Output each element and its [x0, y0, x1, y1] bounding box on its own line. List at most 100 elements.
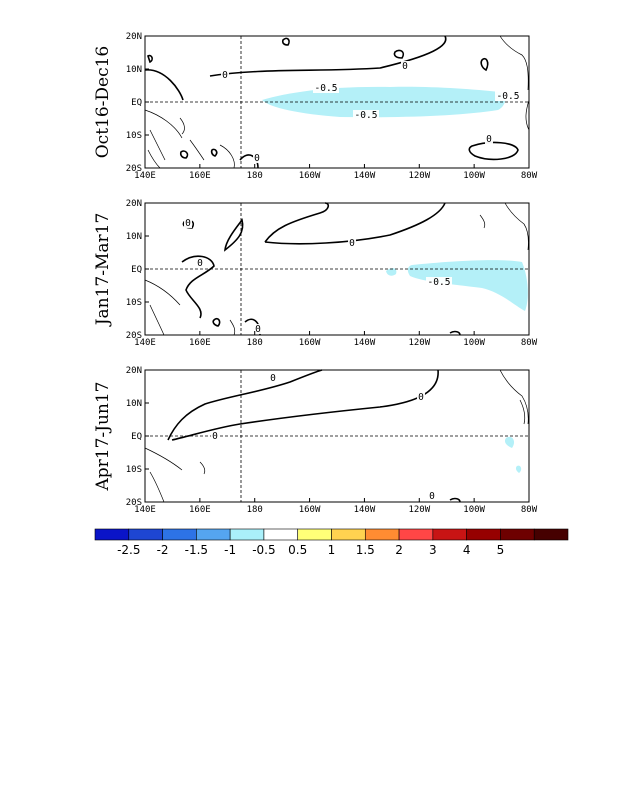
x-tick-label: 80W	[521, 338, 538, 348]
x-tick-label: 120W	[408, 171, 430, 181]
coastline	[504, 202, 529, 251]
contour-label-bg	[401, 61, 409, 71]
contour-label-bg	[428, 491, 436, 501]
coastline	[144, 279, 181, 306]
y-tick-label: 20S	[126, 331, 142, 341]
coastline	[499, 35, 529, 91]
y-tick-label: 10S	[126, 298, 142, 308]
contour-label: 0	[254, 153, 260, 164]
colorbar-box	[500, 528, 535, 541]
colorbar-label: -1.5	[185, 543, 208, 557]
contour-label: 0	[418, 392, 424, 403]
x-tick-label: 160W	[299, 171, 321, 181]
y-tick-label: 20N	[126, 366, 142, 376]
coastline	[229, 319, 236, 336]
y-tick-label: 20S	[126, 498, 142, 508]
coastline	[144, 109, 183, 139]
coastline	[149, 129, 166, 161]
colorbar-box	[466, 528, 501, 541]
x-tick-label: 160W	[299, 505, 321, 515]
contour-label: 0	[429, 491, 435, 502]
x-tick-label: 140W	[354, 505, 376, 515]
contour-label: 0	[222, 70, 228, 81]
colorbar-label: 3	[429, 543, 437, 557]
colorbar-box	[364, 528, 400, 541]
colorbar-box	[229, 528, 265, 541]
x-tick-label: 80W	[521, 171, 538, 181]
zero-contour	[393, 49, 405, 59]
zero-contour	[210, 148, 218, 157]
contour-label: 0	[402, 61, 408, 72]
contour-label-bg	[254, 324, 262, 334]
x-tick-label: 120W	[408, 338, 430, 348]
contour-label-bg	[253, 153, 261, 163]
y-tick-label: EQ	[131, 98, 142, 108]
panel-label: Oct16-Dec16	[93, 46, 113, 159]
colorbar-label: 5	[497, 543, 505, 557]
x-tick-label: 180	[247, 171, 263, 181]
contour-label-bg	[196, 258, 204, 268]
colorbar-label: 1	[328, 543, 336, 557]
contour-label-bg	[211, 431, 219, 441]
contour-label-bg	[495, 91, 521, 101]
coastline	[144, 447, 183, 471]
zero-contour	[147, 54, 153, 64]
colorbar-box	[533, 528, 569, 541]
y-tick-label: 10N	[126, 399, 142, 409]
colorbar-label: 2	[395, 543, 403, 557]
contour-label-bg	[313, 83, 339, 93]
x-tick-label: 100W	[463, 505, 485, 515]
colorbar: -2.5 -2 -1.5 -1 -0.5 0.5 1 1.5 2 3 4 5	[94, 528, 569, 557]
contour-label: 0	[185, 218, 191, 229]
zero-contour	[449, 330, 461, 336]
contour-label: 0	[349, 238, 355, 249]
contour-label-bg	[417, 392, 425, 402]
x-tick-label: 120W	[408, 505, 430, 515]
zero-contour	[179, 150, 189, 159]
coastline	[199, 461, 206, 475]
map-panel: 0 0 0 0 140E 160E 180 160W 140W 120W 100W 80W 20N 10N…	[93, 366, 538, 515]
colorbar-label: -0.5	[252, 543, 275, 557]
contour-label: 0	[270, 373, 276, 384]
contour-label-bg	[184, 218, 192, 228]
x-tick-label: 140E	[134, 338, 156, 348]
colorbar-box	[128, 528, 163, 541]
colorbar-box	[398, 528, 434, 541]
y-tick-label: 20N	[126, 199, 142, 209]
zero-contour	[281, 37, 290, 46]
coastline	[519, 399, 526, 425]
negative-anomaly-region	[262, 86, 506, 118]
x-tick-label: 160E	[189, 338, 211, 348]
coastline	[499, 369, 529, 425]
contour-label-bg	[426, 277, 452, 287]
colorbar-label: 1.5	[356, 543, 375, 557]
colorbar-label: -2	[157, 543, 169, 557]
panel-label: Jan17-Mar17	[93, 213, 113, 328]
contour-label: -0.5	[497, 91, 520, 102]
y-tick-label: 10S	[126, 465, 142, 475]
coastline	[479, 214, 486, 229]
colorbar-box	[94, 528, 130, 541]
map-panel: -0.5 0 0 0 0 140E 160E 180 160W 140W 120W 100W 80W 20…	[93, 199, 538, 348]
contour-label: 0	[486, 134, 492, 145]
contour-label: 0	[255, 324, 261, 335]
negative-anomaly-region	[504, 436, 522, 473]
zero-contour	[264, 202, 330, 243]
zero-contour	[209, 35, 447, 77]
zero-contour	[239, 154, 259, 169]
coastline	[525, 99, 530, 131]
x-tick-label: 100W	[463, 171, 485, 181]
y-tick-label: 10N	[126, 232, 142, 242]
zero-contour	[212, 317, 221, 327]
contour-label-bg	[353, 110, 379, 120]
colorbar-label: -1	[224, 543, 236, 557]
x-tick-label: 160E	[189, 505, 211, 515]
x-tick-label: 140W	[354, 171, 376, 181]
contour-label: 0	[212, 431, 218, 442]
colorbar-label: 0.5	[288, 543, 307, 557]
zero-contour	[144, 69, 184, 101]
contour-label-bg	[485, 134, 493, 144]
map-panel: -0.5 -0.5 -0.5 0 0 0 0 140E 160E 180 160W 140W 120W 1…	[93, 32, 538, 181]
y-tick-label: 10N	[126, 65, 142, 75]
